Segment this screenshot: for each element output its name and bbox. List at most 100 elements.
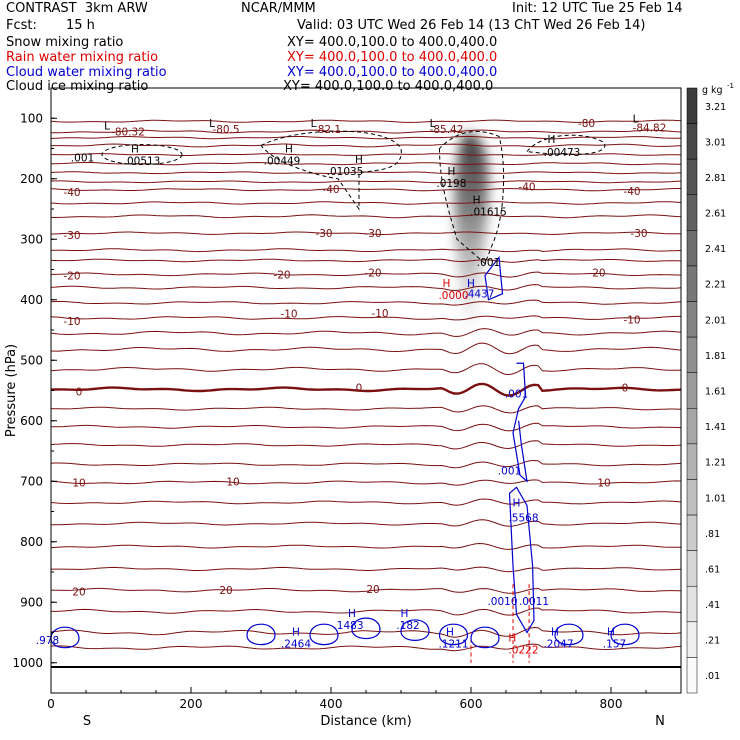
ice-contour — [101, 144, 183, 166]
rain-label: H — [443, 278, 451, 290]
ice-label: L — [430, 118, 436, 130]
cloud-water-contour — [484, 255, 504, 301]
colorbar-label: 2.41 — [705, 244, 726, 255]
colorbar-swatch — [686, 372, 698, 409]
cloud-water-label: .5568 — [508, 513, 538, 525]
colorbar-label: .41 — [705, 600, 720, 611]
isotherm-line — [50, 498, 682, 506]
colorbar-swatch — [686, 336, 698, 373]
colorbar-label: 1.01 — [705, 493, 726, 504]
cloud-water-label: H — [513, 497, 521, 509]
isotherm-label: -30 — [630, 228, 647, 240]
isotherm-line — [50, 342, 682, 355]
cloud-water-label: .978 — [36, 635, 59, 647]
colorbar-swatch — [686, 479, 698, 516]
isotherm-label: -40 — [518, 182, 535, 194]
cloud-water-contour — [400, 619, 430, 641]
isotherm-line — [50, 626, 682, 638]
colorbar-label: 3.01 — [705, 137, 726, 148]
ice-label: H — [355, 154, 363, 166]
isotherm-label: -40 — [623, 186, 640, 198]
colorbar-unit-exponent: -1 — [727, 82, 734, 90]
isotherm-line — [50, 214, 682, 219]
cloud-water-contour — [470, 626, 500, 649]
ice-label: .01035 — [327, 166, 364, 178]
isotherm-line — [50, 405, 682, 414]
isotherm-line — [50, 258, 682, 263]
colorbar-swatch — [686, 230, 698, 267]
isotherm-line — [50, 143, 682, 148]
isotherm-line — [51, 271, 682, 278]
y-tick-label: 600 — [20, 414, 43, 428]
cloud-water-label: .1211 — [438, 638, 468, 650]
isotherm-label: 0 — [76, 387, 83, 399]
isotherm-label: 10 — [226, 476, 239, 488]
cloud-water-label: .001 — [498, 465, 521, 477]
ice-label: L — [104, 121, 110, 133]
isotherm-line — [50, 315, 681, 321]
isotherm-label: -80.5 — [212, 124, 239, 136]
isotherm-line — [50, 542, 682, 550]
cloud-water-label: H — [401, 608, 409, 620]
isotherm-line — [50, 299, 682, 306]
colorbar-label: 2.21 — [705, 280, 726, 291]
colorbar-swatch — [686, 123, 698, 160]
isotherm-label: -20 — [588, 268, 605, 280]
y-tick-label: 100 — [20, 111, 43, 125]
y-tick-label: 500 — [20, 353, 43, 367]
cloud-water-contour — [508, 486, 535, 634]
isotherm-label: -20 — [364, 268, 381, 280]
isotherm-label: -30 — [364, 228, 381, 240]
x-tick-label: 200 — [180, 697, 203, 711]
ice-label: H — [548, 134, 556, 146]
colorbar-label: 2.61 — [705, 209, 726, 220]
field-name-rain: Rain water mixing ratio — [6, 50, 159, 65]
isotherm-label: 10 — [72, 477, 85, 489]
isotherm-label: -10 — [623, 315, 640, 327]
cloud-water-contour — [50, 626, 80, 649]
contour-labels: -80.32 -80.5 -82.1 -85.42 -80 -84.82 -40 -40 -40… — [36, 113, 667, 656]
isotherm-label: 10 — [597, 477, 610, 489]
isotherm-label: 0 — [356, 382, 363, 394]
y-tick-label: 400 — [20, 293, 43, 307]
y-tick-label: 800 — [20, 535, 43, 549]
isotherm-label: 20 — [72, 586, 85, 598]
y-tick-label: 300 — [20, 232, 43, 246]
isotherm-label: -10 — [371, 308, 388, 320]
colorbar-label: 1.61 — [705, 387, 726, 398]
isotherm-line — [50, 587, 682, 594]
isotherm-label: -85.42 — [430, 124, 464, 136]
ice-label: .001 — [477, 257, 500, 269]
cloud-water-label: .4437 — [464, 289, 494, 301]
isotherm-line — [50, 129, 682, 134]
colorbar-swatch — [686, 514, 698, 551]
colorbar-swatch — [686, 657, 698, 694]
isotherm-label: -10 — [63, 316, 80, 328]
y-tick-label: 700 — [20, 474, 43, 488]
cloud-water-contour — [351, 617, 381, 640]
ice-contour — [439, 130, 505, 265]
isotherm-line — [50, 328, 682, 337]
isotherm-line — [50, 284, 682, 292]
colorbar: 3.21 3.01 2.81 2.61 2.41 2.21 2.01 1.81 1.61 1.41… — [686, 82, 734, 694]
colorbar-swatch — [686, 408, 698, 445]
cloud-water-label: .2047 — [543, 638, 573, 650]
ice-label: .00513 — [124, 156, 161, 168]
isotherm-line — [50, 136, 682, 140]
y-tick-label: 200 — [20, 172, 43, 186]
cloud-water-label: .157 — [603, 638, 626, 650]
ice-label: .01615 — [470, 206, 507, 218]
field-name-snow: Snow mixing ratio — [6, 35, 124, 50]
isotherm-line — [51, 422, 682, 432]
x-tick-label: 600 — [460, 697, 483, 711]
colorbar-label: .61 — [705, 564, 720, 575]
cloud-water-contour — [438, 623, 469, 646]
isotherm-label: -30 — [63, 230, 80, 242]
isotherm-line — [50, 171, 682, 175]
colorbar-label: .01 — [705, 671, 720, 682]
colorbar-label: 2.81 — [705, 173, 726, 184]
snow-plume — [454, 133, 489, 340]
ice-label: .00449 — [264, 156, 301, 168]
isotherm-label: 20 — [219, 585, 232, 597]
isotherm-line — [50, 248, 682, 253]
